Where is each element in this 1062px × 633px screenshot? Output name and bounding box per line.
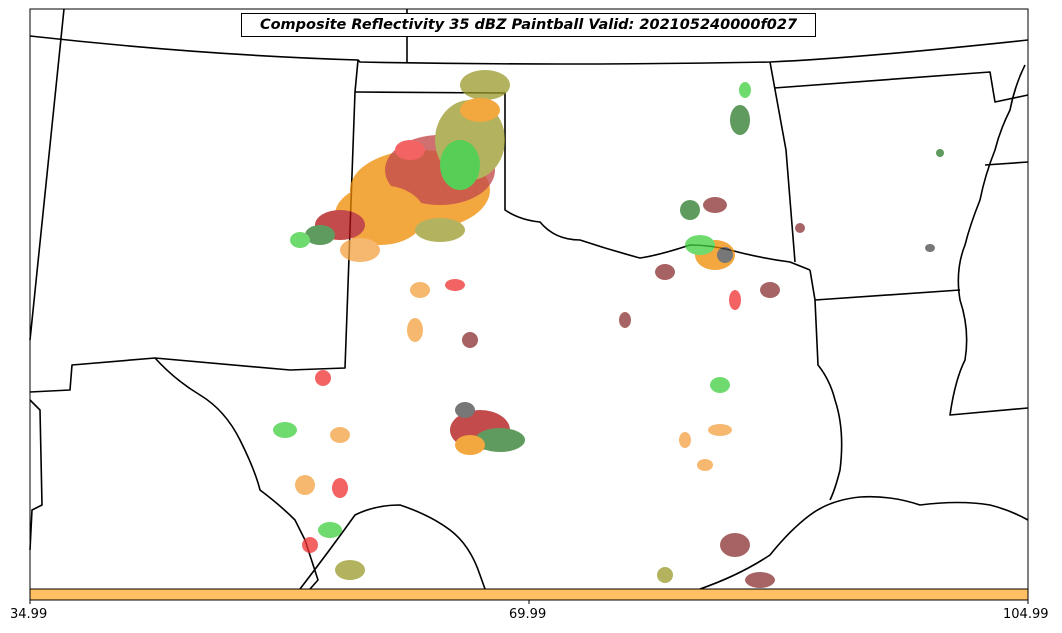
colorbar-tick-label-min: 34.99: [10, 607, 48, 622]
storm-cell: [708, 424, 732, 436]
storm-cell: [703, 197, 727, 213]
storm-cell: [475, 428, 525, 452]
nm-az-border: [29, 357, 156, 393]
storm-cell: [655, 264, 675, 280]
storm-cell: [460, 98, 500, 122]
storm-cell: [440, 140, 480, 190]
ms-al-border: [984, 161, 1029, 166]
storm-cell: [697, 459, 713, 471]
nm-border-left: [29, 399, 43, 551]
storm-cell: [795, 223, 805, 233]
storm-cell: [685, 235, 715, 255]
storm-cell: [410, 282, 430, 298]
storm-cell: [273, 422, 297, 438]
storm-cell: [335, 560, 365, 580]
storm-cell: [936, 149, 944, 157]
storm-cell: [760, 282, 780, 298]
storm-cell: [395, 140, 425, 160]
storm-cell: [720, 533, 750, 557]
tx-nm-border: [154, 59, 359, 590]
gulf-coast: [699, 495, 1029, 590]
storm-cell: [407, 318, 423, 342]
colorbar-tick-label-max: 104.99: [1003, 607, 1049, 622]
reflectivity-paintball: [273, 70, 944, 588]
storm-cell: [318, 522, 342, 538]
storm-cell: [710, 377, 730, 393]
co-ut-border: [29, 8, 65, 341]
rio-grande: [299, 504, 486, 590]
storm-cell: [619, 312, 631, 328]
storm-cell: [340, 238, 380, 262]
storm-cell: [302, 537, 318, 553]
ks-ok-northern-border: [29, 35, 1029, 65]
storm-cell: [462, 332, 478, 348]
storm-cell: [679, 432, 691, 448]
storm-cell: [315, 370, 331, 386]
state-borders: [29, 8, 1029, 590]
ms-river: [949, 64, 1029, 416]
ar-ms-border: [773, 71, 1029, 103]
map-area: [30, 9, 1028, 589]
storm-cell: [925, 244, 935, 252]
storm-cell: [680, 200, 700, 220]
storm-cell: [460, 70, 510, 100]
storm-cell: [745, 572, 775, 588]
storm-cell: [330, 427, 350, 443]
colorbar-tick-label-mid: 69.99: [509, 607, 547, 622]
storm-cell: [717, 247, 733, 263]
storm-cell: [445, 279, 465, 291]
storm-cell: [290, 232, 310, 248]
storm-cell: [657, 567, 673, 583]
map-title: Composite Reflectivity 35 dBZ Paintball …: [241, 13, 816, 37]
storm-cell: [295, 475, 315, 495]
storm-cell: [305, 225, 335, 245]
ok-ar-border: [769, 61, 796, 263]
storm-cell: [415, 218, 465, 242]
ar-la-border: [814, 289, 961, 301]
storm-cell: [730, 105, 750, 135]
storm-cell: [332, 478, 348, 498]
colorbar: [29, 588, 1029, 601]
storm-cell: [739, 82, 751, 98]
storm-cell: [455, 402, 475, 418]
tx-la-border: [809, 269, 843, 501]
storm-cell: [729, 290, 741, 310]
storm-cell: [455, 435, 485, 455]
